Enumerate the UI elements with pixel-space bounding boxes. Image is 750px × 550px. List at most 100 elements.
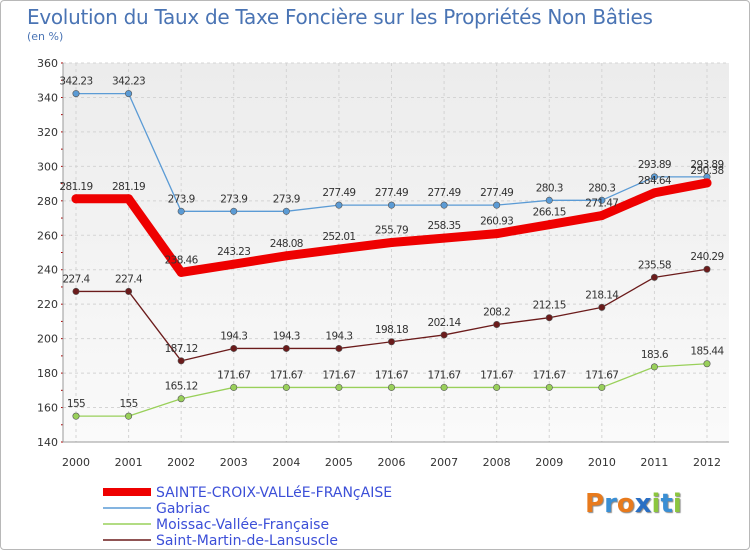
data-label: 208.2 bbox=[483, 307, 510, 319]
data-point bbox=[334, 244, 344, 254]
data-point bbox=[703, 360, 711, 368]
data-point bbox=[545, 383, 553, 391]
y-tick-label: 220 bbox=[37, 298, 58, 311]
x-tick-label: 2010 bbox=[588, 456, 616, 469]
data-point bbox=[649, 188, 659, 198]
data-point bbox=[598, 196, 606, 204]
data-point bbox=[492, 229, 502, 239]
y-tick-label: 180 bbox=[37, 367, 58, 380]
data-label: 281.19 bbox=[112, 181, 145, 193]
data-label: 227.4 bbox=[62, 273, 90, 285]
data-point bbox=[650, 363, 658, 371]
legend-label: SAINTE-CROIX-VALLéE-FRANçAISE bbox=[156, 485, 392, 501]
data-point bbox=[72, 90, 80, 98]
y-tick-label: 160 bbox=[37, 402, 58, 415]
data-label: 194.3 bbox=[273, 330, 300, 342]
data-point bbox=[440, 201, 448, 209]
x-tick-label: 2001 bbox=[115, 456, 143, 469]
data-label: 227.4 bbox=[115, 273, 143, 285]
data-point bbox=[387, 338, 395, 346]
data-label: 171.67 bbox=[533, 369, 566, 381]
logo-letter: o bbox=[616, 489, 635, 519]
y-tick-label: 360 bbox=[37, 57, 58, 70]
data-label: 281.19 bbox=[59, 181, 92, 193]
data-label: 212.15 bbox=[533, 300, 566, 312]
data-point bbox=[177, 357, 185, 365]
data-point bbox=[439, 233, 449, 243]
data-label: 277.49 bbox=[480, 187, 513, 199]
data-point bbox=[177, 395, 185, 403]
data-point bbox=[176, 267, 186, 277]
x-tick-label: 2009 bbox=[535, 456, 563, 469]
data-label: 342.23 bbox=[59, 76, 92, 88]
data-point bbox=[125, 412, 133, 420]
y-tick-label: 300 bbox=[37, 160, 58, 173]
logo-letter: i bbox=[672, 489, 682, 519]
y-tick-label: 340 bbox=[37, 91, 58, 104]
y-tick-label: 320 bbox=[37, 126, 58, 139]
x-tick-label: 2000 bbox=[62, 456, 90, 469]
data-label: 266.15 bbox=[533, 207, 566, 219]
data-point bbox=[230, 344, 238, 352]
data-point bbox=[545, 196, 553, 204]
data-point bbox=[544, 220, 554, 230]
data-label: 240.29 bbox=[690, 251, 723, 263]
data-label: 155 bbox=[119, 398, 137, 410]
data-label: 280.3 bbox=[588, 182, 615, 194]
x-tick-label: 2007 bbox=[430, 456, 458, 469]
data-point bbox=[440, 331, 448, 339]
data-label: 273.9 bbox=[273, 193, 300, 205]
y-tick-label: 240 bbox=[37, 264, 58, 277]
data-label: 165.12 bbox=[165, 381, 198, 393]
data-label: 171.67 bbox=[270, 369, 303, 381]
data-label: 258.35 bbox=[428, 220, 461, 232]
data-point bbox=[493, 201, 501, 209]
data-point bbox=[125, 90, 133, 98]
chart-subtitle: (en %) bbox=[27, 30, 64, 43]
legend-label: Gabriac bbox=[156, 501, 210, 517]
data-point bbox=[71, 194, 81, 204]
logo-letter: x bbox=[634, 489, 652, 519]
data-label: 260.93 bbox=[480, 216, 513, 228]
data-label: 171.67 bbox=[585, 369, 618, 381]
data-label: 171.67 bbox=[375, 369, 408, 381]
data-point bbox=[493, 383, 501, 391]
data-point bbox=[335, 201, 343, 209]
data-point bbox=[124, 194, 134, 204]
data-point bbox=[72, 412, 80, 420]
data-label: 218.14 bbox=[585, 289, 619, 301]
data-label: 277.49 bbox=[322, 187, 355, 199]
y-tick-label: 260 bbox=[37, 229, 58, 242]
data-label: 185.44 bbox=[690, 346, 724, 358]
data-point bbox=[650, 173, 658, 181]
data-point bbox=[282, 383, 290, 391]
data-label: 280.3 bbox=[536, 182, 563, 194]
data-label: 273.9 bbox=[220, 193, 247, 205]
data-label: 342.23 bbox=[112, 76, 145, 88]
x-tick-label: 2004 bbox=[272, 456, 300, 469]
data-label: 277.49 bbox=[375, 187, 408, 199]
data-label: 202.14 bbox=[428, 317, 462, 329]
data-label: 194.3 bbox=[220, 330, 247, 342]
data-point bbox=[281, 251, 291, 261]
data-label: 284.64 bbox=[638, 175, 672, 187]
data-label: 293.89 bbox=[690, 159, 723, 171]
data-point bbox=[545, 314, 553, 322]
data-label: 235.58 bbox=[638, 259, 671, 271]
data-point bbox=[282, 344, 290, 352]
data-label: 273.9 bbox=[168, 193, 195, 205]
data-label: 238.46 bbox=[165, 254, 199, 266]
legend-label: Saint-Martin-de-Lansuscle bbox=[156, 533, 338, 549]
x-tick-label: 2003 bbox=[220, 456, 248, 469]
y-tick-label: 140 bbox=[37, 436, 58, 449]
data-point bbox=[335, 383, 343, 391]
x-tick-label: 2011 bbox=[640, 456, 668, 469]
data-point bbox=[597, 211, 607, 221]
y-tick-label: 200 bbox=[37, 333, 58, 346]
y-tick-label: 280 bbox=[37, 195, 58, 208]
data-point bbox=[230, 207, 238, 215]
data-point bbox=[493, 321, 501, 329]
data-point bbox=[703, 265, 711, 273]
